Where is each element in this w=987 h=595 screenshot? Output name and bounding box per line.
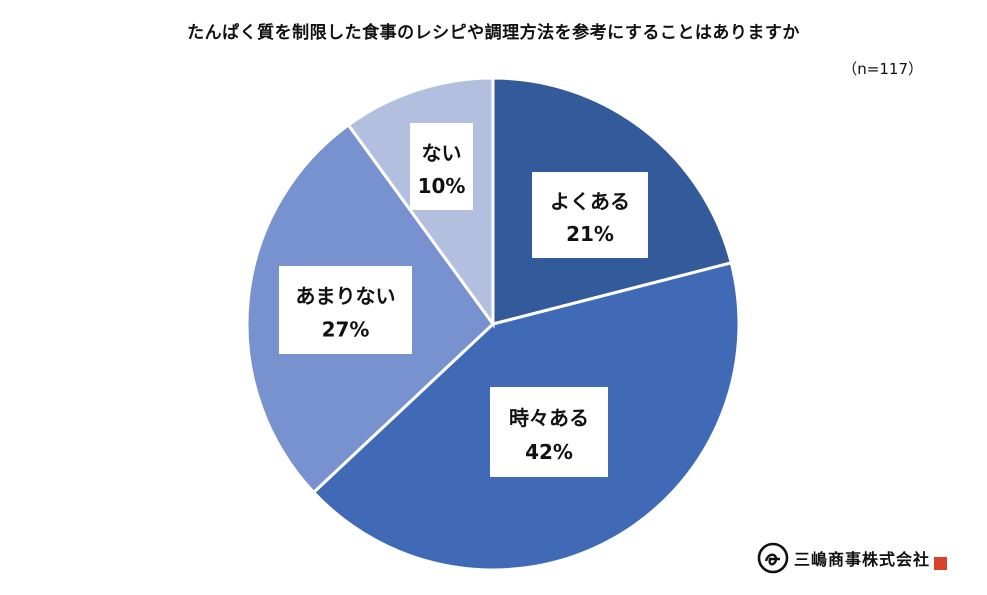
slice-label-background [410, 123, 473, 210]
slice-value-label: 27% [322, 318, 370, 342]
slice-label: ない 10% [410, 123, 473, 210]
slice-label: あまりない 27% [279, 266, 412, 354]
company-mark-icon [757, 542, 789, 574]
slice-category-label: 時々ある [509, 406, 589, 430]
slice-label-background [532, 172, 648, 258]
slice-label-background [279, 266, 412, 354]
slice-label: 時々ある 42% [490, 387, 608, 477]
slice-label-background [490, 387, 608, 477]
chart-title: たんぱく質を制限した食事のレシピや調理方法を参考にすることはありますか [187, 23, 800, 43]
slice-value-label: 42% [525, 440, 573, 464]
slice-value-label: 10% [418, 174, 466, 198]
slice-category-label: あまりない [296, 284, 396, 308]
slice-category-label: ない [422, 141, 462, 165]
company-logo: 三嶋商事株式会社 [756, 541, 947, 575]
slice-category-label: よくある [550, 189, 630, 213]
company-seal-icon [934, 556, 947, 570]
slice-value-label: 21% [566, 222, 614, 246]
sample-size-label: （n=117） [842, 60, 923, 78]
company-name: 三嶋商事株式会社 [793, 550, 930, 569]
slice-label: よくある 21% [532, 172, 648, 258]
